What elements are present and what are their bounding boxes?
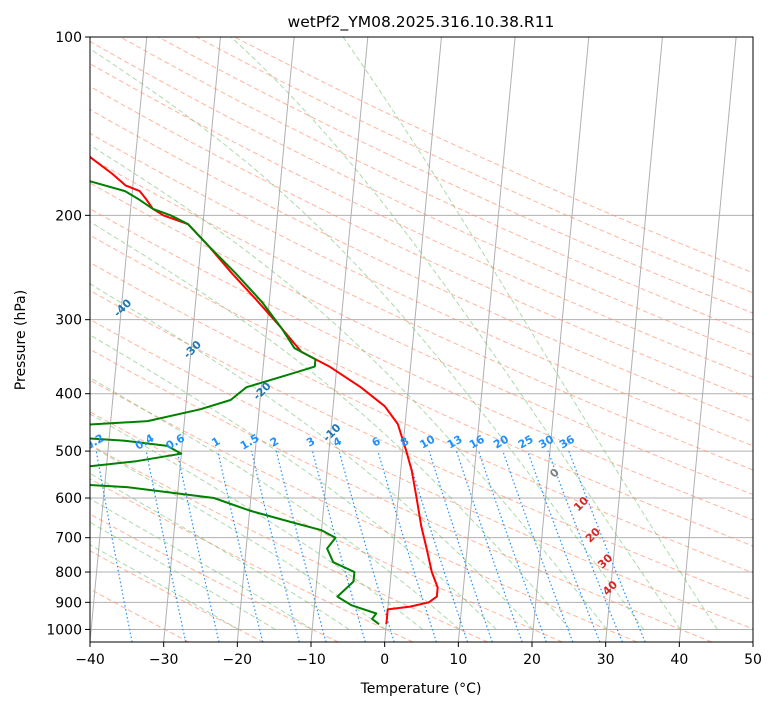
mixing-ratio-line bbox=[502, 450, 574, 642]
moist-adiabat bbox=[90, 334, 497, 630]
x-tick-label: −30 bbox=[149, 652, 179, 668]
mixing-ratio-line bbox=[145, 450, 187, 642]
chart-title: wetPf2_YM08.2025.316.10.38.R11 bbox=[288, 13, 555, 32]
mixing-ratio-line bbox=[217, 450, 264, 642]
moist-adiabat bbox=[90, 498, 313, 630]
isotherm-line bbox=[90, 37, 148, 642]
moist-adiabat bbox=[90, 48, 645, 630]
dry-adiabat-lines bbox=[90, 37, 753, 642]
dry-adiabat bbox=[90, 379, 638, 642]
x-axis-ticks: −40 −30 −20 −10 0 10 20 30 40 50 bbox=[75, 642, 762, 668]
dry-adiabat bbox=[90, 318, 753, 630]
moist-adiabat bbox=[90, 413, 423, 630]
dry-adiabat bbox=[90, 208, 753, 521]
dry-adiabat bbox=[90, 550, 264, 642]
mixing-ratio-line bbox=[311, 450, 366, 642]
y-tick-label: 400 bbox=[55, 387, 82, 403]
pressure-gridlines bbox=[90, 37, 753, 630]
y-axis-label: Pressure (hPa) bbox=[13, 290, 29, 390]
mixing-ratio-line bbox=[176, 450, 220, 642]
plot-frame bbox=[89, 36, 754, 643]
y-tick-label: 700 bbox=[55, 531, 82, 547]
moist-adiabat bbox=[90, 444, 387, 630]
dry-adiabat bbox=[90, 588, 190, 642]
moist-adiabat bbox=[90, 144, 608, 630]
x-axis-label: Temperature (°C) bbox=[360, 681, 482, 697]
y-tick-label: 500 bbox=[55, 444, 82, 460]
y-tick-label: 800 bbox=[55, 565, 82, 581]
mixing-ratio-line bbox=[377, 450, 437, 642]
isotherm-line bbox=[457, 37, 516, 642]
isotherm-line bbox=[384, 37, 442, 642]
x-tick-label: 10 bbox=[449, 652, 467, 668]
y-tick-label: 100 bbox=[55, 30, 82, 46]
moist-adiabat bbox=[90, 544, 239, 630]
x-tick-label: −10 bbox=[296, 652, 326, 668]
mixing-ratio-line bbox=[405, 450, 469, 642]
isotherm-line bbox=[310, 37, 369, 642]
x-tick-label: −20 bbox=[223, 652, 253, 668]
profile-series bbox=[90, 155, 439, 625]
isotherm-line bbox=[236, 37, 295, 642]
dry-adiabat bbox=[90, 234, 753, 547]
isotherm-line bbox=[605, 37, 663, 642]
mixing-ratio-line bbox=[527, 450, 601, 642]
moist-adiabat bbox=[90, 283, 534, 630]
y-tick-label: 900 bbox=[55, 595, 82, 611]
moist-adiabat bbox=[90, 472, 350, 630]
mixing-ratio-line bbox=[568, 450, 646, 642]
dry-adiabat bbox=[90, 63, 753, 378]
isotherm-line bbox=[678, 37, 737, 642]
isotherm-line bbox=[163, 37, 221, 642]
moist-adiabat bbox=[230, 37, 681, 630]
dry-adiabat bbox=[90, 40, 753, 356]
isotherm-line bbox=[531, 37, 590, 642]
moist-adiabat bbox=[342, 37, 718, 630]
y-axis-ticks: 100 200 300 400 500 600 700 800 900 1000 bbox=[46, 30, 90, 638]
dry-adiabat bbox=[90, 348, 712, 642]
dry-adiabat bbox=[90, 478, 414, 642]
mixing-ratio-line bbox=[455, 450, 523, 642]
y-tick-label: 300 bbox=[55, 313, 82, 329]
y-tick-label: 200 bbox=[55, 208, 82, 224]
dry-adiabat bbox=[90, 262, 753, 574]
isotherm-lines bbox=[90, 37, 753, 642]
dry-adiabat bbox=[90, 157, 753, 471]
mixing-ratio-line bbox=[428, 450, 493, 642]
mixing-ratio-line bbox=[547, 450, 623, 642]
temperature-profile-line bbox=[90, 155, 439, 625]
dry-adiabat bbox=[90, 411, 563, 642]
dry-adiabat bbox=[90, 444, 488, 642]
dewpoint-profile-line bbox=[90, 180, 380, 625]
x-tick-label: 0 bbox=[380, 652, 389, 668]
dry-adiabat bbox=[90, 132, 753, 447]
moist-adiabat bbox=[90, 221, 571, 630]
moist-adiabat bbox=[90, 376, 460, 630]
y-tick-label: 600 bbox=[55, 491, 82, 507]
moist-adiabat bbox=[90, 521, 276, 630]
moist-adiabat-lines bbox=[90, 37, 718, 630]
mixing-ratio-line bbox=[275, 450, 327, 642]
x-tick-label: 20 bbox=[523, 652, 541, 668]
x-tick-label: 50 bbox=[744, 652, 762, 668]
dry-adiabat bbox=[90, 109, 753, 423]
dry-adiabat bbox=[90, 289, 753, 602]
y-tick-label: 1000 bbox=[46, 622, 82, 638]
mixing-ratio-line bbox=[478, 450, 547, 642]
x-tick-label: 30 bbox=[597, 652, 615, 668]
mixing-ratio-line bbox=[250, 450, 300, 642]
x-tick-label: 40 bbox=[670, 652, 688, 668]
x-tick-label: −40 bbox=[75, 652, 105, 668]
dry-adiabat bbox=[90, 85, 753, 401]
